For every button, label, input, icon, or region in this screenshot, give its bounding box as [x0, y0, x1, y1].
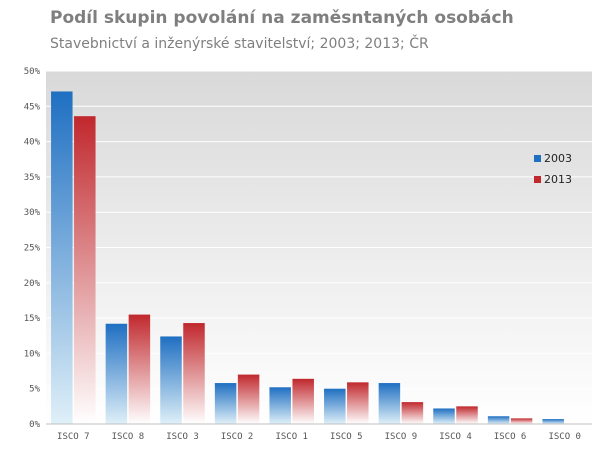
bar-2013-isco-5 — [347, 382, 369, 424]
y-tick-label: 10% — [24, 349, 41, 359]
x-tick-label: ISCO 5 — [330, 432, 363, 442]
legend: 2003 2013 — [534, 152, 572, 186]
x-axis: ISCO 7 ISCO 8 ISCO 3 ISCO 2 ISCO 1 ISCO 5 ISCO… — [46, 423, 592, 442]
x-tick-label: ISCO 6 — [494, 432, 527, 442]
bar-2013-isco-4 — [456, 406, 478, 424]
x-tick-label: ISCO 1 — [275, 432, 308, 442]
y-tick-label: 0% — [29, 420, 40, 430]
y-tick-label: 5% — [29, 385, 40, 395]
grid-lines — [46, 70, 592, 425]
bar-2013-isco-2 — [237, 374, 260, 424]
y-tick-label: 35% — [24, 173, 41, 183]
bar-2003-isco-0 — [542, 419, 564, 424]
bar-2003-isco-4 — [433, 408, 455, 424]
y-tick-label: 20% — [24, 279, 41, 289]
bar-2003-isco-1 — [269, 387, 291, 424]
y-tick-label: 15% — [24, 314, 41, 324]
x-tick-label: ISCO 8 — [112, 432, 145, 442]
y-axis: 0% 5% 10% 15% 20% 25% 30% 35% 40% 45% 50% — [24, 67, 41, 430]
bar-2013-isco-8 — [128, 314, 151, 424]
x-tick-label: ISCO 2 — [221, 432, 254, 442]
chart-title: Podíl skupin povolání na zaměsntaných os… — [50, 8, 514, 28]
y-tick-label: 25% — [24, 244, 41, 254]
y-tick-label: 50% — [24, 67, 41, 77]
bar-2003-isco-5 — [324, 388, 346, 424]
bar-2003-isco-8 — [105, 323, 128, 424]
x-tick-label: ISCO 9 — [385, 432, 418, 442]
x-tick-label: ISCO 0 — [548, 432, 581, 442]
bar-2013-isco-6 — [510, 418, 533, 424]
legend-label-2013: 2013 — [544, 173, 572, 186]
bar-2013-isco-9 — [401, 402, 424, 424]
legend-swatch-2003 — [534, 155, 541, 162]
bar-2003-isco-3 — [160, 336, 182, 424]
bar-2003-isco-9 — [378, 383, 401, 424]
legend-swatch-2013 — [534, 176, 541, 183]
bar-2003-isco-7 — [51, 91, 73, 424]
bar-2013-isco-7 — [74, 116, 96, 425]
bar-2003-isco-6 — [487, 416, 510, 424]
y-tick-label: 30% — [24, 208, 41, 218]
y-tick-label: 45% — [24, 102, 41, 112]
bars — [51, 91, 564, 425]
x-tick-label: ISCO 3 — [166, 432, 199, 442]
y-tick-label: 40% — [24, 138, 41, 148]
bar-2003-isco-2 — [214, 383, 237, 424]
bar-2013-isco-3 — [183, 323, 205, 424]
chart-subtitle: Stavebnictví a inženýrské stavitelství; … — [50, 36, 429, 52]
x-tick-label: ISCO 4 — [439, 432, 472, 442]
x-tick-label: ISCO 7 — [57, 432, 90, 442]
legend-label-2003: 2003 — [544, 152, 572, 165]
bar-2013-isco-1 — [292, 378, 314, 424]
